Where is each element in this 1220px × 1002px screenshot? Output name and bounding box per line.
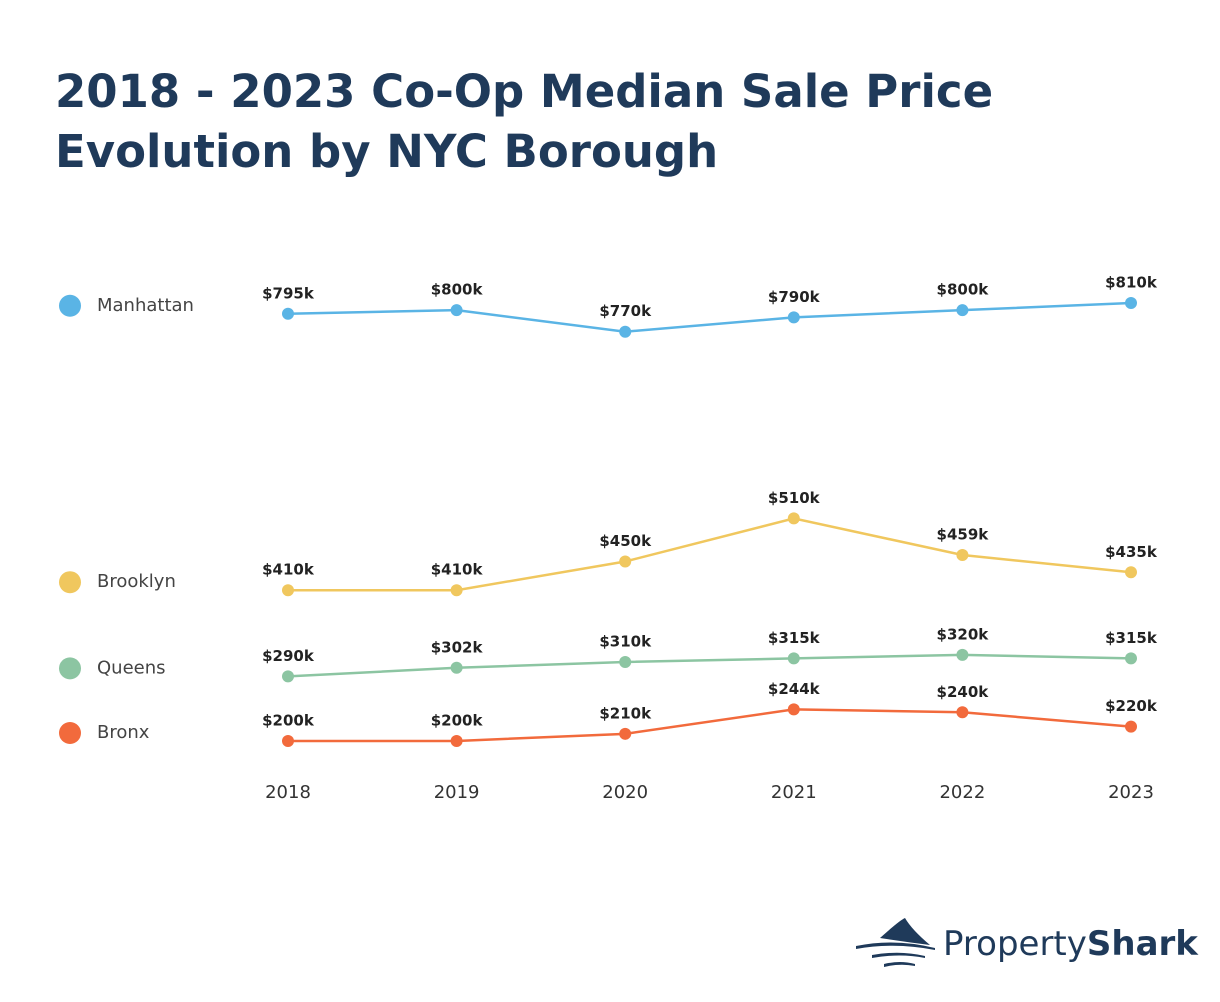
data-label: $315k <box>768 629 821 647</box>
data-label: $810k <box>1105 274 1158 292</box>
data-label: $450k <box>599 532 652 550</box>
data-label: $800k <box>937 281 990 299</box>
data-point <box>450 304 463 317</box>
legend-marker <box>59 722 81 744</box>
data-point <box>619 727 632 740</box>
data-point <box>1125 297 1137 309</box>
data-label: $410k <box>431 561 484 579</box>
data-label: $200k <box>262 712 315 730</box>
series-line <box>288 517 1132 592</box>
data-point <box>450 584 463 597</box>
data-label: $410k <box>262 561 315 579</box>
data-point <box>956 549 969 562</box>
series-line <box>287 301 1132 333</box>
data-point <box>956 706 969 719</box>
legend-marker <box>59 571 81 594</box>
data-label: $220k <box>1105 697 1158 715</box>
data-label: $320k <box>937 625 990 643</box>
logo-part: Shark <box>1087 924 1199 964</box>
data-label: $770k <box>599 302 652 320</box>
data-point <box>956 648 969 661</box>
legend-label: Manhattan <box>97 295 194 316</box>
data-label: $795k <box>262 284 315 302</box>
data-label: $200k <box>431 712 484 730</box>
legend-marker <box>59 657 81 680</box>
x-tick-label: 2020 <box>602 782 648 803</box>
data-point <box>1125 720 1137 733</box>
data-point <box>787 311 800 324</box>
logo-text: PropertyShark <box>943 924 1199 964</box>
data-label: $435k <box>1105 543 1158 561</box>
data-point <box>450 735 463 747</box>
data-point <box>619 325 632 338</box>
data-label: $510k <box>768 489 821 507</box>
logo-icon <box>856 918 935 967</box>
series-line <box>288 708 1132 743</box>
x-tick-label: 2019 <box>434 782 480 803</box>
data-point <box>282 584 294 597</box>
data-label: $240k <box>937 683 990 701</box>
data-point <box>1125 566 1137 579</box>
chart-title: 2018 - 2023 Co-Op Median Sale Price Evol… <box>55 65 994 178</box>
x-tick-label: 2022 <box>939 782 985 803</box>
legend-label: Bronx <box>97 722 150 743</box>
data-point <box>282 735 294 747</box>
data-point <box>282 307 294 320</box>
data-label: $315k <box>1105 629 1158 647</box>
data-point <box>282 670 294 683</box>
data-label: $310k <box>599 633 652 651</box>
data-label: $302k <box>431 638 484 656</box>
legend-marker <box>59 294 81 317</box>
data-label: $210k <box>599 704 652 722</box>
data-point <box>956 304 969 317</box>
x-tick-label: 2023 <box>1108 782 1154 803</box>
data-point <box>619 656 632 669</box>
legend-label: Brooklyn <box>97 571 176 592</box>
data-point <box>787 512 800 525</box>
x-tick-label: 2021 <box>771 782 817 803</box>
data-label: $459k <box>937 526 990 544</box>
data-label: $800k <box>431 281 484 299</box>
legend-label: Queens <box>97 657 166 678</box>
data-label: $244k <box>768 680 821 698</box>
data-point <box>1125 652 1137 665</box>
logo-part: Property <box>943 924 1087 964</box>
data-point <box>787 652 800 665</box>
data-point <box>450 661 463 674</box>
series-line <box>287 653 1132 678</box>
data-point <box>787 703 800 716</box>
data-label: $790k <box>768 288 821 306</box>
data-label: $290k <box>262 647 315 665</box>
data-point <box>619 555 632 568</box>
x-tick-label: 2018 <box>265 782 311 803</box>
